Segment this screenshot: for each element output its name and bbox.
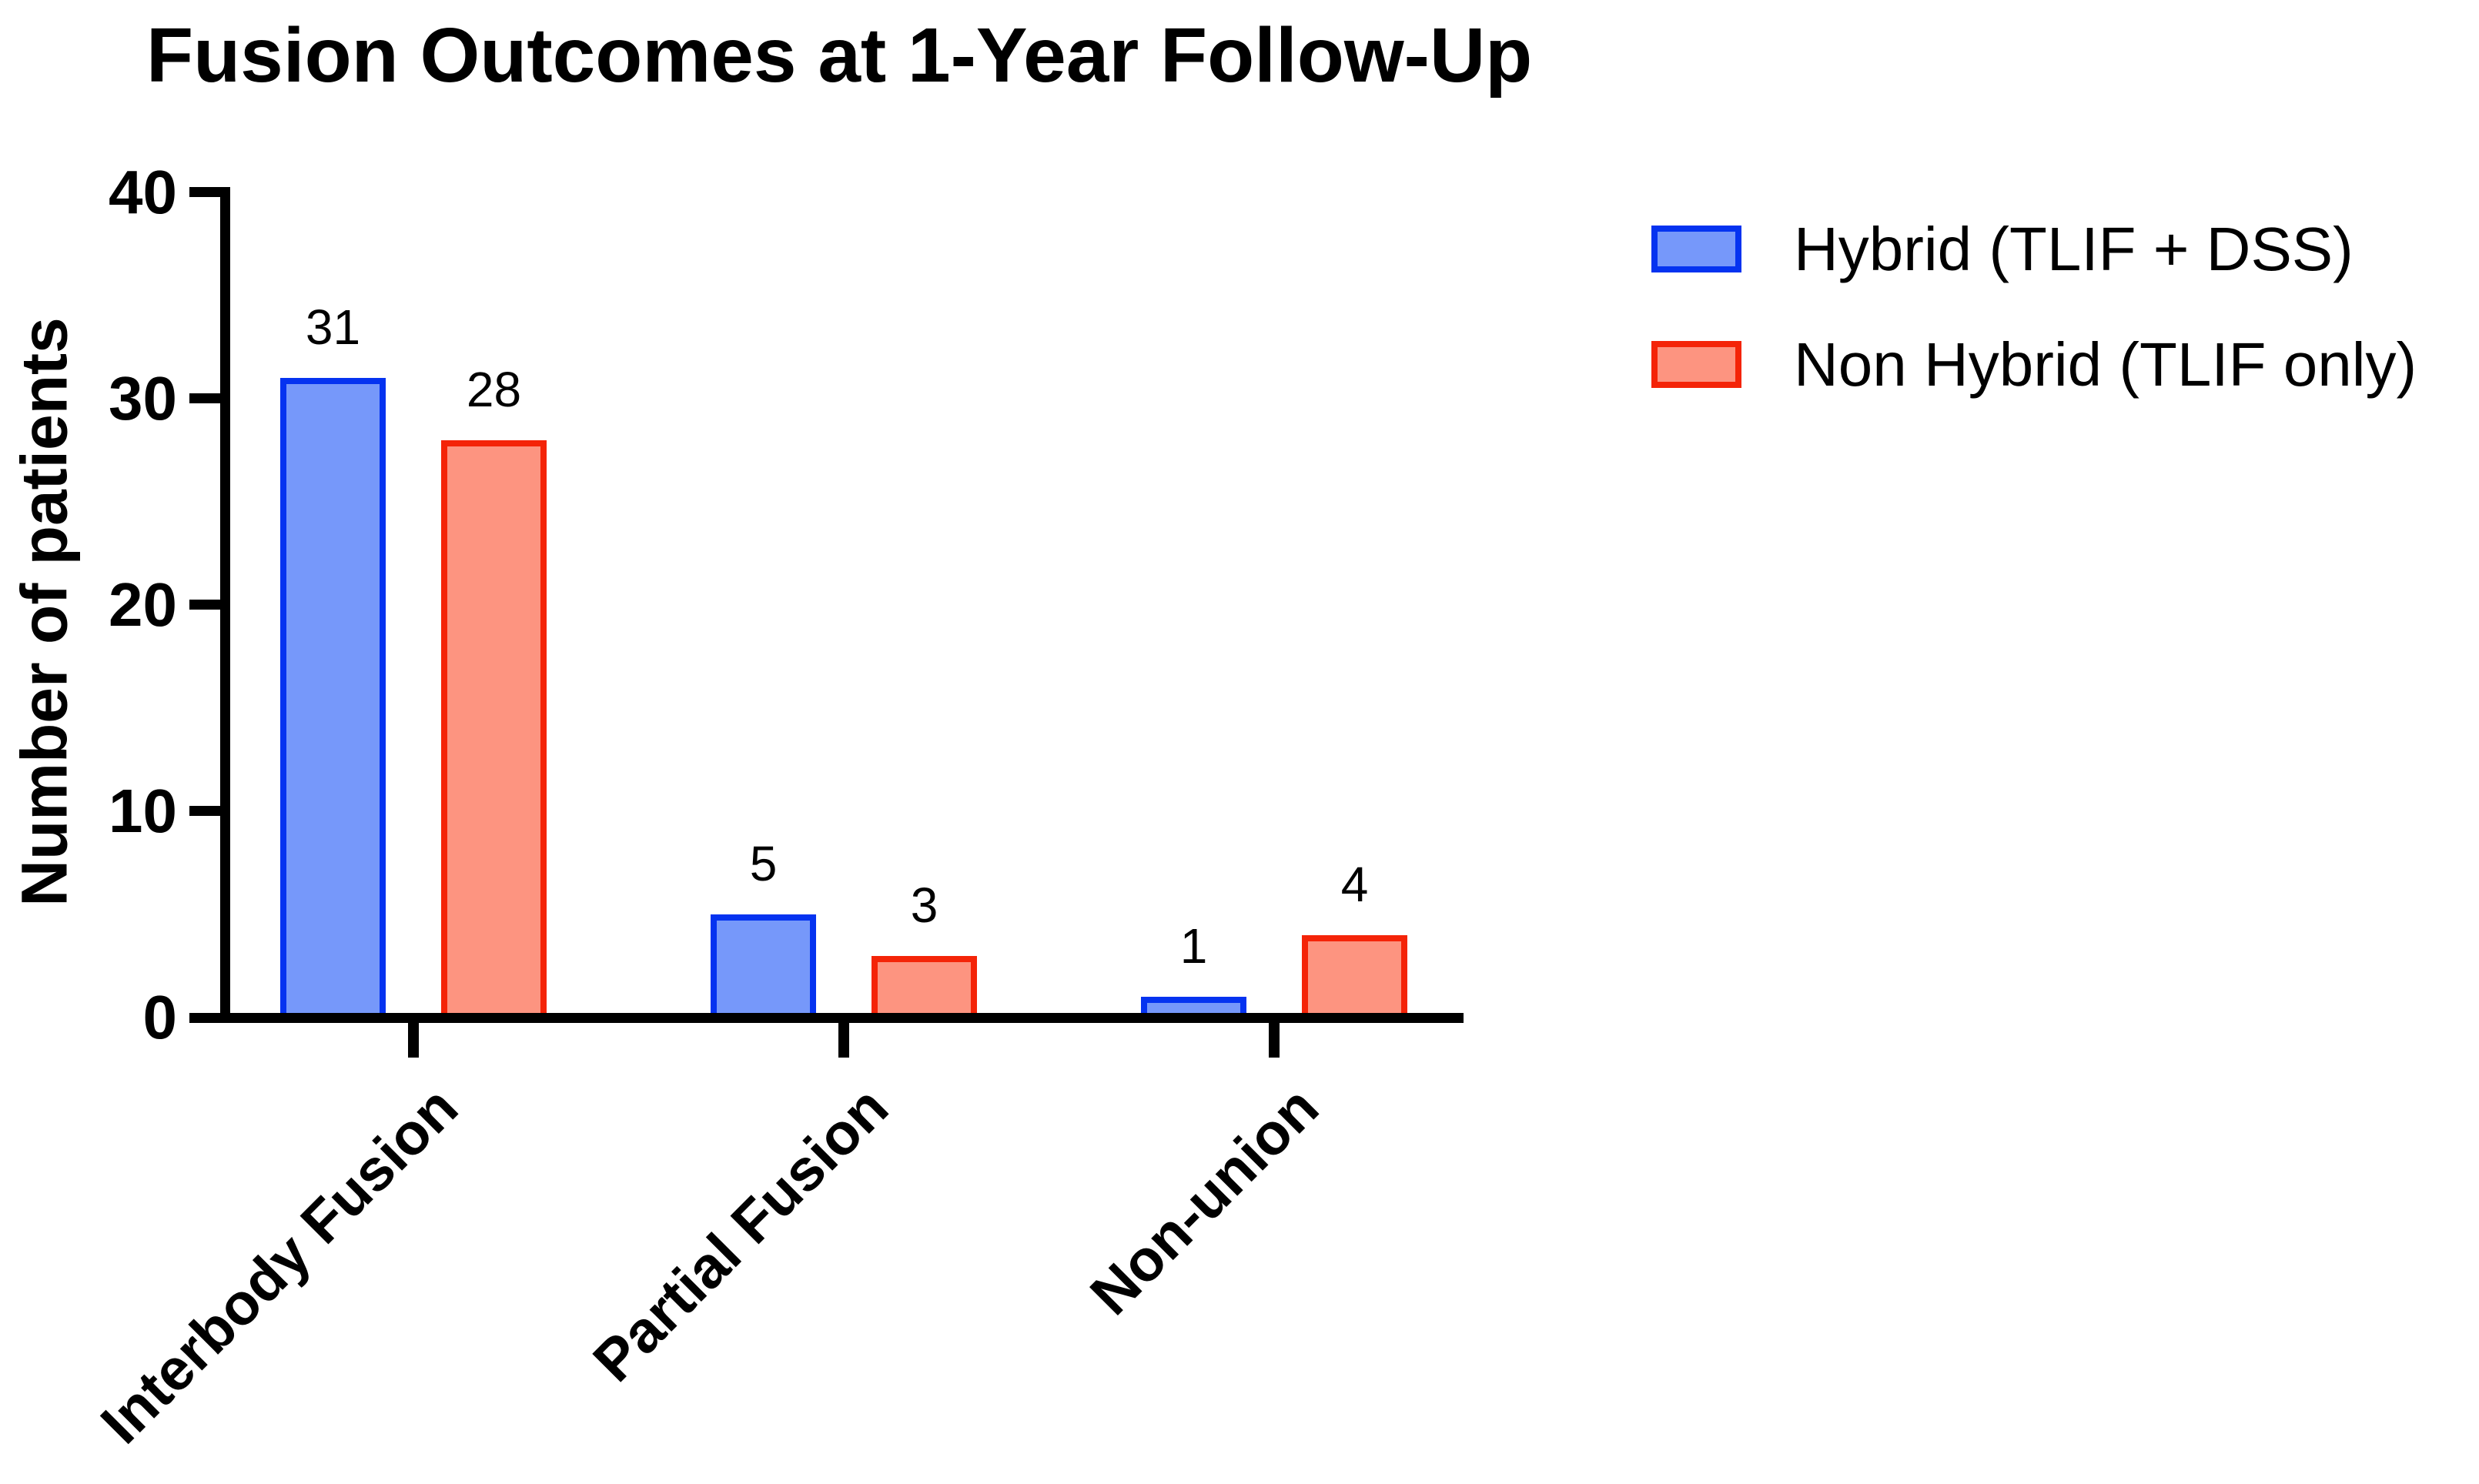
legend-swatch-nonhybrid [1651,341,1741,388]
bar-hybrid-2 [1141,997,1246,1013]
chart-title: Fusion Outcomes at 1-Year Follow-Up [146,12,1533,99]
bar-hybrid-1 [711,914,816,1013]
x-tick [1269,1013,1280,1058]
bar-nonhybrid-1 [871,955,977,1013]
y-tick-label: 40 [109,158,177,226]
x-axis-line [189,1013,1464,1023]
bar-value-label: 31 [305,299,361,356]
bar-value-label: 1 [1179,918,1208,974]
bar-value-label: 28 [466,361,522,417]
legend-label-hybrid: Hybrid (TLIF + DSS) [1794,215,2354,283]
x-category-label-text: Non-union [1078,1074,1331,1328]
y-tick-label: 30 [109,364,177,433]
legend-label-nonhybrid: Non Hybrid (TLIF only) [1794,330,2417,399]
y-tick [189,806,229,816]
bar-nonhybrid-0 [441,440,547,1013]
x-tick [408,1013,419,1058]
y-tick [189,393,229,403]
bar-value-label: 5 [749,836,778,891]
x-category-label-text: Partial Fusion [580,1074,901,1395]
legend-swatch-hybrid [1651,226,1741,272]
x-category-label-text: Interbody Fusion [88,1074,470,1456]
y-tick [189,187,229,197]
bar-value-label: 4 [1340,856,1369,912]
y-tick-label: 10 [109,777,177,845]
bar-hybrid-0 [280,378,386,1013]
y-tick-label: 0 [142,983,178,1051]
x-tick [838,1013,849,1058]
bar-value-label: 3 [910,877,938,933]
y-tick-label: 20 [109,570,177,639]
y-tick [189,600,229,610]
bar-nonhybrid-2 [1302,934,1407,1013]
